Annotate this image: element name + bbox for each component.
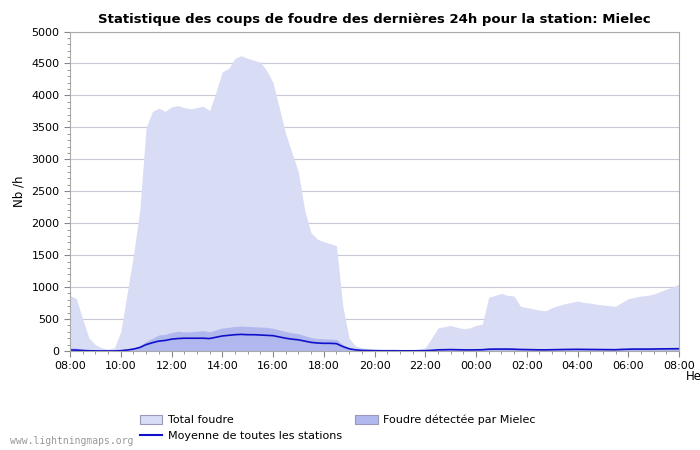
Title: Statistique des coups de foudre des dernières 24h pour la station: Mielec: Statistique des coups de foudre des dern… (98, 13, 651, 26)
X-axis label: Heure: Heure (685, 370, 700, 383)
Y-axis label: Nb /h: Nb /h (13, 176, 26, 207)
Legend: Total foudre, Moyenne de toutes les stations, Foudre détectée par Mielec: Total foudre, Moyenne de toutes les stat… (140, 415, 536, 441)
Text: www.lightningmaps.org: www.lightningmaps.org (10, 436, 134, 446)
